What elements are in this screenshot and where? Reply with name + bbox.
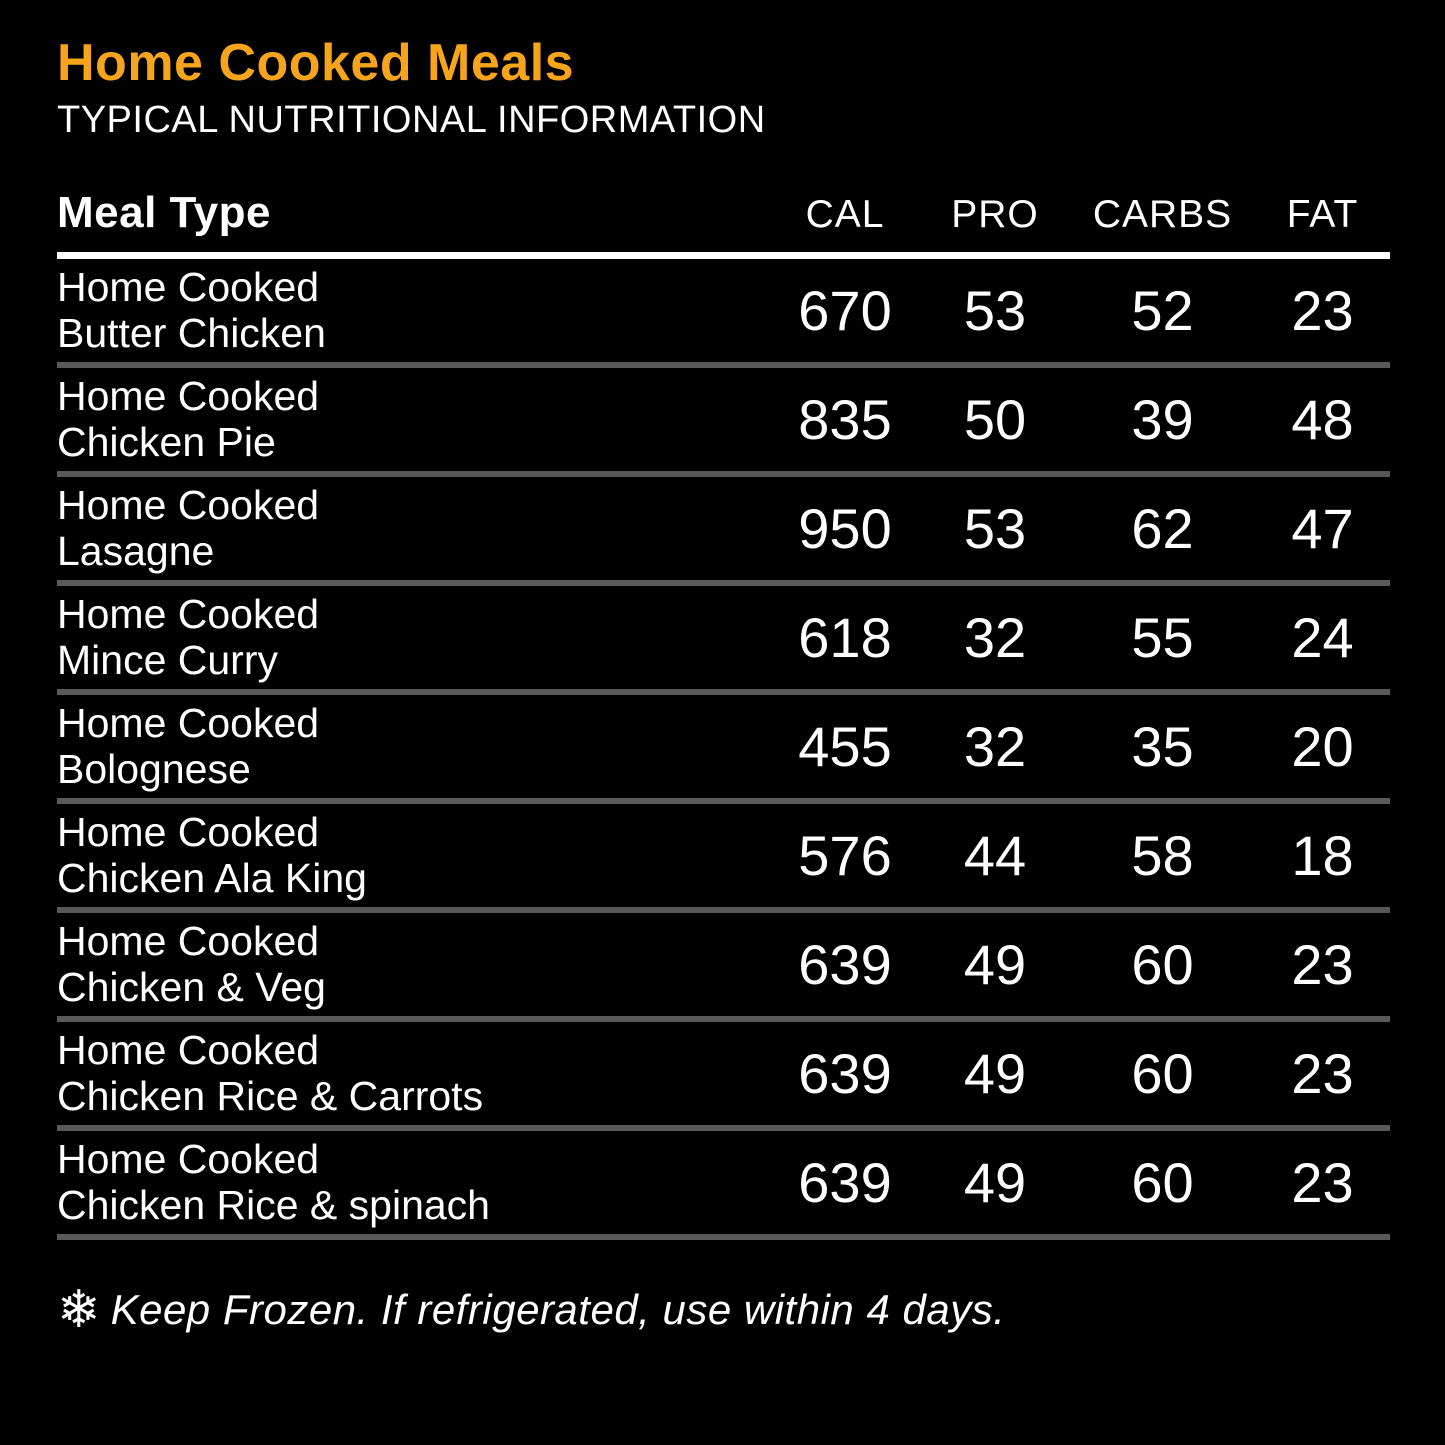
cal-value: 639 bbox=[798, 932, 892, 996]
pro-value: 44 bbox=[963, 823, 1027, 887]
fat-value: 18 bbox=[1291, 823, 1354, 887]
table-header-row: Meal Type CAL PRO CARBS FAT bbox=[57, 188, 1390, 260]
fat-value: 23 bbox=[1291, 278, 1354, 342]
carbs-value: 35 bbox=[1131, 714, 1194, 778]
pro-value: 49 bbox=[963, 1041, 1027, 1105]
meal-name: Home Cooked Chicken Rice & Carrots bbox=[57, 1027, 770, 1119]
table-row: Home Cooked Butter Chicken 670 53 52 23 bbox=[57, 259, 1390, 369]
meal-name-line1: Home Cooked bbox=[57, 482, 320, 529]
page-subtitle: TYPICAL NUTRITIONAL INFORMATION bbox=[57, 99, 766, 142]
column-header-cal: CAL bbox=[805, 193, 885, 237]
meal-name-line1: Home Cooked bbox=[57, 1027, 320, 1074]
cal-value: 639 bbox=[798, 1041, 892, 1105]
pro-value: 49 bbox=[963, 1150, 1027, 1214]
meal-name-line1: Home Cooked bbox=[57, 591, 320, 638]
cal-value: 618 bbox=[798, 605, 892, 669]
carbs-value: 55 bbox=[1131, 605, 1194, 669]
meal-name: Home Cooked Butter Chicken bbox=[57, 264, 770, 356]
meal-name: Home Cooked Chicken & Veg bbox=[57, 918, 770, 1010]
table-row: Home Cooked Bolognese 455 32 35 20 bbox=[57, 695, 1390, 805]
meal-name: Home Cooked Chicken Pie bbox=[57, 373, 770, 465]
meal-name: Home Cooked Lasagne bbox=[57, 482, 770, 574]
table-row: Home Cooked Mince Curry 618 32 55 24 bbox=[57, 586, 1390, 696]
carbs-value: 39 bbox=[1131, 387, 1194, 451]
cal-value: 455 bbox=[798, 714, 892, 778]
storage-note: ❄ Keep Frozen. If refrigerated, use with… bbox=[57, 1284, 1390, 1336]
column-header-carbs: CARBS bbox=[1092, 193, 1233, 237]
fat-value: 48 bbox=[1291, 387, 1354, 451]
page-title: Home Cooked Meals bbox=[57, 34, 575, 92]
carbs-value: 60 bbox=[1131, 1150, 1194, 1214]
fat-value: 24 bbox=[1291, 605, 1354, 669]
meal-name-line2: Mince Curry bbox=[57, 637, 278, 684]
meal-name: Home Cooked Mince Curry bbox=[57, 591, 770, 683]
column-header-meal-type: Meal Type bbox=[57, 188, 271, 238]
carbs-value: 62 bbox=[1131, 496, 1194, 560]
table-row: Home Cooked Chicken Rice & spinach 639 4… bbox=[57, 1131, 1390, 1241]
table-row: Home Cooked Lasagne 950 53 62 47 bbox=[57, 477, 1390, 587]
pro-value: 49 bbox=[963, 932, 1027, 996]
meal-name-line2: Chicken Rice & Carrots bbox=[57, 1073, 484, 1120]
meal-name-line1: Home Cooked bbox=[57, 264, 320, 311]
table-body: Home Cooked Butter Chicken 670 53 52 23 … bbox=[57, 259, 1390, 1241]
storage-note-text: Keep Frozen. If refrigerated, use within… bbox=[110, 1286, 1006, 1334]
table-row: Home Cooked Chicken Ala King 576 44 58 1… bbox=[57, 804, 1390, 914]
fat-value: 23 bbox=[1291, 1150, 1354, 1214]
cal-value: 835 bbox=[798, 387, 892, 451]
carbs-value: 52 bbox=[1131, 278, 1194, 342]
meal-name-line2: Chicken & Veg bbox=[57, 964, 326, 1011]
meal-name-line2: Bolognese bbox=[57, 746, 251, 793]
meal-name-line1: Home Cooked bbox=[57, 918, 320, 965]
meal-name-line2: Chicken Ala King bbox=[57, 855, 367, 902]
meal-name-line2: Lasagne bbox=[57, 528, 215, 575]
column-header-pro: PRO bbox=[951, 193, 1039, 237]
meal-name-line2: Chicken Rice & spinach bbox=[57, 1182, 490, 1229]
carbs-value: 60 bbox=[1131, 1041, 1194, 1105]
table-row: Home Cooked Chicken & Veg 639 49 60 23 bbox=[57, 913, 1390, 1023]
meal-name: Home Cooked Chicken Rice & spinach bbox=[57, 1136, 770, 1228]
cal-value: 576 bbox=[798, 823, 892, 887]
cal-value: 670 bbox=[798, 278, 892, 342]
meal-name-line2: Chicken Pie bbox=[57, 419, 276, 466]
fat-value: 47 bbox=[1291, 496, 1354, 560]
meal-name: Home Cooked Chicken Ala King bbox=[57, 809, 770, 901]
pro-value: 50 bbox=[963, 387, 1027, 451]
meal-name-line1: Home Cooked bbox=[57, 1136, 320, 1183]
pro-value: 32 bbox=[963, 714, 1027, 778]
table-row: Home Cooked Chicken Rice & Carrots 639 4… bbox=[57, 1022, 1390, 1132]
pro-value: 32 bbox=[963, 605, 1027, 669]
carbs-value: 60 bbox=[1131, 932, 1194, 996]
meal-name: Home Cooked Bolognese bbox=[57, 700, 770, 792]
meal-name-line1: Home Cooked bbox=[57, 373, 320, 420]
meal-name-line1: Home Cooked bbox=[57, 809, 320, 856]
fat-value: 23 bbox=[1291, 1041, 1354, 1105]
pro-value: 53 bbox=[963, 278, 1027, 342]
table-row: Home Cooked Chicken Pie 835 50 39 48 bbox=[57, 368, 1390, 478]
pro-value: 53 bbox=[963, 496, 1027, 560]
snowflake-icon: ❄ bbox=[57, 1281, 101, 1340]
fat-value: 20 bbox=[1291, 714, 1354, 778]
fat-value: 23 bbox=[1291, 932, 1354, 996]
cal-value: 639 bbox=[798, 1150, 892, 1214]
meal-name-line2: Butter Chicken bbox=[57, 310, 326, 357]
carbs-value: 58 bbox=[1131, 823, 1194, 887]
nutrition-table: Meal Type CAL PRO CARBS FAT Home Cooked … bbox=[57, 188, 1390, 1241]
meal-name-line1: Home Cooked bbox=[57, 700, 320, 747]
column-header-fat: FAT bbox=[1286, 193, 1359, 237]
cal-value: 950 bbox=[798, 496, 892, 560]
